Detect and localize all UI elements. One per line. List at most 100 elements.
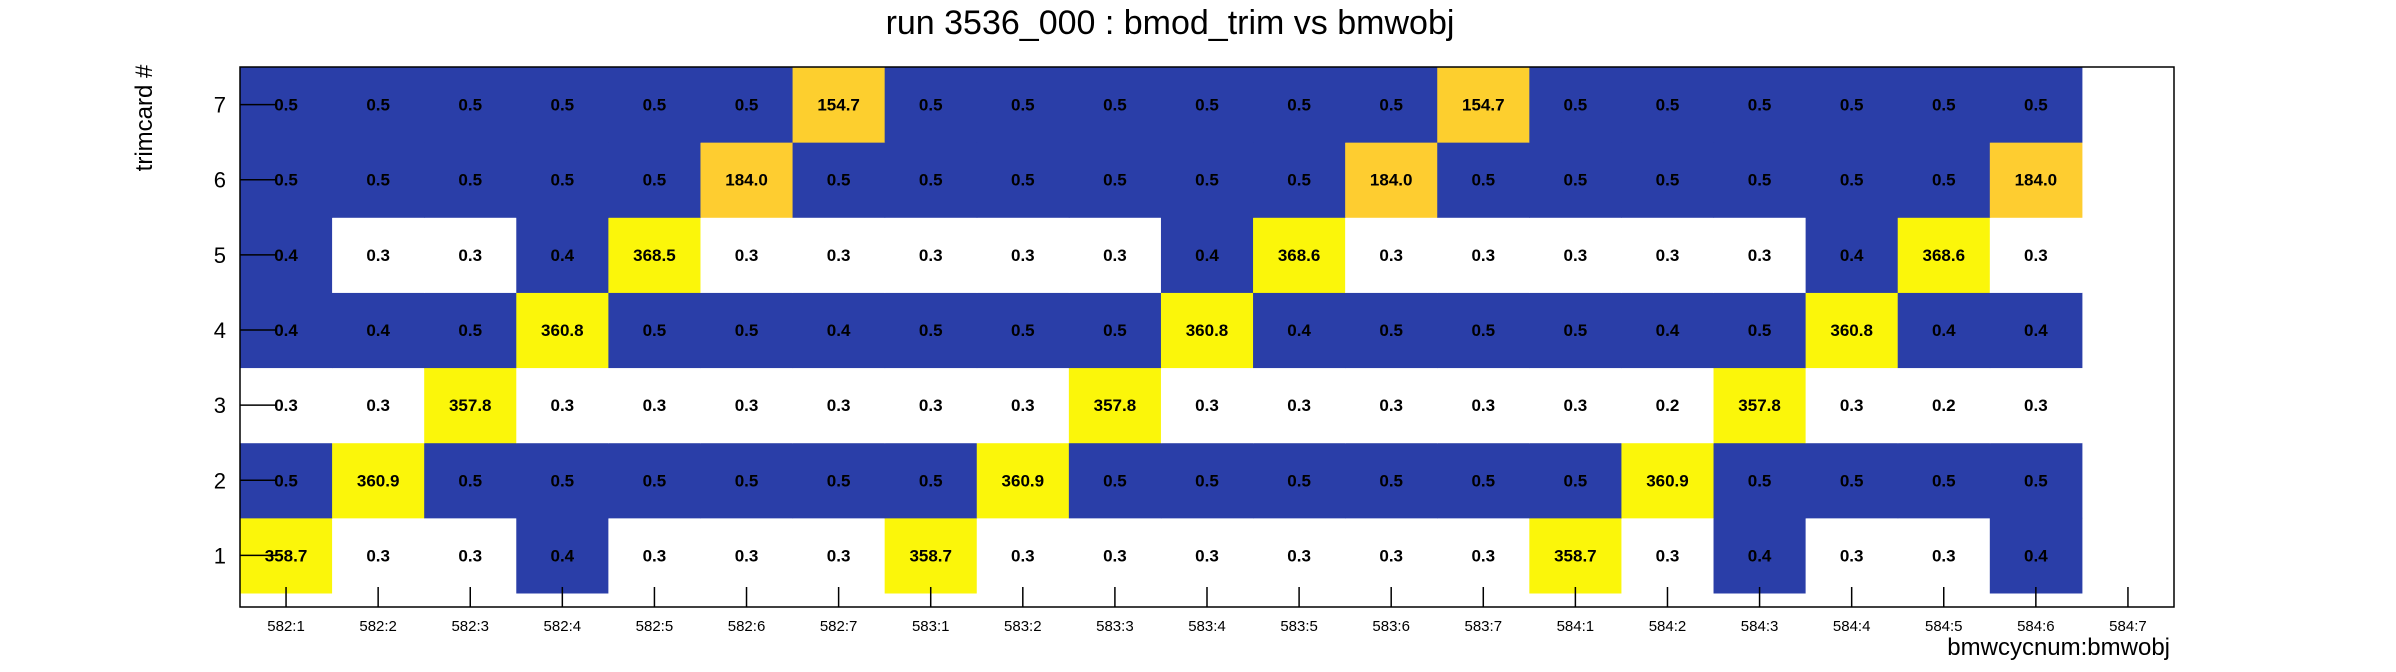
- cell-value-label: 0.3: [1011, 246, 1035, 265]
- heatmap-cell: [1253, 142, 1346, 218]
- cell-value-label: 0.4: [551, 246, 575, 265]
- y-tick-label: 1: [214, 543, 226, 568]
- cell-value-label: 0.4: [1748, 546, 1772, 565]
- heatmap-cell: [976, 517, 1070, 594]
- cell-value-label: 0.5: [458, 96, 482, 115]
- cell-value-label: 360.8: [1186, 321, 1229, 340]
- heatmap-cell: [700, 517, 794, 594]
- cell-value-label: 0.5: [1656, 96, 1680, 115]
- cell-value-label: 0.5: [827, 171, 851, 190]
- heatmap-cell: [1068, 142, 1162, 218]
- cell-value-label: 0.3: [1011, 396, 1035, 415]
- heatmap-cell: [608, 517, 701, 594]
- heatmap-cell: [608, 292, 701, 369]
- cell-value-label: 0.5: [1195, 171, 1219, 190]
- x-tick-label: 583:2: [1004, 618, 1042, 635]
- heatmap-cells: 358.7 0.3 0.3 0.4 0.3 0.3 0.3 358.7 0.3 0.3 0.3 0.3…: [240, 67, 2083, 594]
- heatmap-cell: [976, 67, 1070, 143]
- y-tick-label: 2: [214, 468, 226, 493]
- cell-value-label: 0.5: [2024, 471, 2048, 490]
- heatmap-cell: [976, 217, 1070, 293]
- heatmap-cell: [1897, 217, 1991, 293]
- heatmap-cell: [608, 367, 701, 444]
- heatmap-cell: [1621, 292, 1715, 369]
- x-tick-label: 584:6: [2017, 618, 2055, 635]
- heatmap-cell: [1345, 292, 1438, 369]
- cell-value-label: 0.5: [1287, 471, 1311, 490]
- y-tick-label: 7: [214, 93, 226, 118]
- cell-value-label: 0.3: [2024, 246, 2048, 265]
- x-tick-label: 582:2: [359, 618, 397, 635]
- cell-value-label: 0.5: [1656, 171, 1680, 190]
- x-tick-label: 582:1: [267, 618, 305, 635]
- heatmap-cell: [1621, 217, 1715, 293]
- heatmap-cell: [700, 67, 794, 143]
- y-tick-label: 6: [214, 168, 226, 193]
- cell-value-label: 0.5: [643, 96, 667, 115]
- heatmap-cell: [424, 292, 517, 369]
- heatmap-cell: [332, 292, 425, 369]
- heatmap-cell: [884, 292, 978, 369]
- heatmap-cell: [1713, 67, 1807, 143]
- cell-value-label: 0.5: [735, 471, 759, 490]
- cell-value-label: 0.5: [1748, 171, 1772, 190]
- cell-value-label: 368.6: [1278, 246, 1321, 265]
- heatmap-cell: [1989, 142, 2083, 218]
- x-tick-label: 583:4: [1188, 618, 1226, 635]
- x-tick-label: 583:6: [1372, 618, 1410, 635]
- cell-value-label: 360.8: [541, 321, 584, 340]
- cell-value-label: 0.5: [274, 171, 298, 190]
- heatmap-cell: [1437, 217, 1530, 293]
- heatmap-cell: [1713, 217, 1807, 293]
- heatmap-cell: [1529, 67, 1622, 143]
- x-tick-label: 584:2: [1649, 618, 1687, 635]
- cell-value-label: 0.5: [1471, 321, 1495, 340]
- heatmap-cell: [1805, 517, 1899, 594]
- cell-value-label: 0.3: [1195, 396, 1219, 415]
- heatmap-cell: [1437, 67, 1530, 143]
- cell-value-label: 0.4: [1932, 321, 1956, 340]
- x-axis: 582:1 582:2 582:3 582:4 582:5 582:6 582:7 583:1…: [267, 587, 2147, 635]
- heatmap-cell: [700, 367, 794, 444]
- cell-value-label: 0.3: [1656, 246, 1680, 265]
- heatmap-cell: [884, 217, 978, 293]
- cell-value-label: 0.2: [1932, 396, 1956, 415]
- cell-value-label: 0.3: [2024, 396, 2048, 415]
- cell-value-label: 0.5: [919, 471, 943, 490]
- heatmap-cell: [424, 367, 517, 444]
- cell-value-label: 0.4: [274, 246, 298, 265]
- heatmap-cell: [1529, 217, 1622, 293]
- cell-value-label: 0.2: [1656, 396, 1680, 415]
- heatmap-cell: [1989, 367, 2083, 444]
- cell-value-label: 0.5: [1748, 471, 1772, 490]
- cell-value-label: 0.5: [1932, 171, 1956, 190]
- x-tick-label: 582:3: [451, 618, 489, 635]
- heatmap-cell: [1437, 142, 1530, 218]
- cell-value-label: 0.4: [827, 321, 851, 340]
- cell-value-label: 0.5: [551, 171, 575, 190]
- heatmap-cell: [332, 517, 425, 594]
- cell-value-label: 0.5: [1103, 171, 1127, 190]
- heatmap-cell: [1621, 517, 1715, 594]
- cell-value-label: 0.5: [919, 171, 943, 190]
- heatmap-cell: [332, 367, 425, 444]
- cell-value-label: 0.5: [1932, 471, 1956, 490]
- heatmap-cell: [1529, 142, 1622, 218]
- cell-value-label: 0.5: [643, 471, 667, 490]
- cell-value-label: 0.3: [1471, 396, 1495, 415]
- cell-value-label: 0.3: [1471, 546, 1495, 565]
- heatmap-cell: [700, 292, 794, 369]
- cell-value-label: 0.5: [1932, 96, 1956, 115]
- x-tick-label: 583:5: [1280, 618, 1318, 635]
- cell-value-label: 0.3: [366, 246, 390, 265]
- x-tick-label: 582:4: [544, 618, 582, 635]
- cell-value-label: 358.7: [1554, 546, 1597, 565]
- heatmap-cell: [1345, 217, 1438, 293]
- heatmap-cell: [976, 442, 1070, 519]
- x-tick-label: 584:1: [1557, 618, 1595, 635]
- cell-value-label: 0.5: [1287, 96, 1311, 115]
- cell-value-label: 0.5: [1564, 171, 1588, 190]
- cell-value-label: 0.5: [1195, 471, 1219, 490]
- cell-value-label: 0.3: [1748, 246, 1772, 265]
- cell-value-label: 0.5: [1748, 96, 1772, 115]
